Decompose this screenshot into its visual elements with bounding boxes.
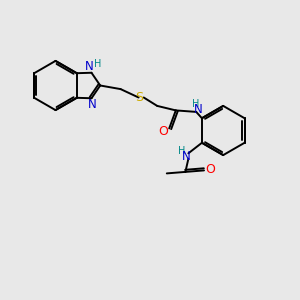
Text: S: S — [136, 91, 143, 104]
Text: H: H — [192, 99, 199, 110]
Text: N: N — [85, 60, 94, 73]
Text: N: N — [194, 103, 203, 116]
Text: O: O — [205, 163, 215, 176]
Text: H: H — [94, 59, 101, 69]
Text: N: N — [88, 98, 97, 111]
Text: H: H — [178, 146, 185, 156]
Text: N: N — [182, 150, 190, 163]
Text: O: O — [158, 125, 168, 138]
